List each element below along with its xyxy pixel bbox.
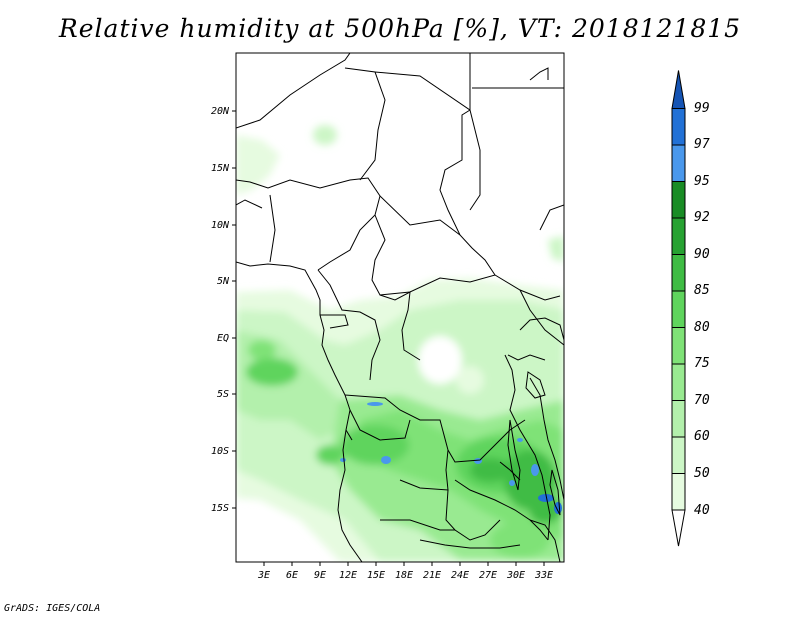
colorbar: 40 50 60 70 75 80 85 90 92 95 97 99 — [671, 70, 710, 547]
colorbar-label-95: 95 — [694, 174, 710, 189]
lon-label-24e: 24E — [451, 570, 469, 581]
colorbar-cell — [671, 327, 686, 365]
colorbar-cell — [671, 400, 686, 438]
lon-label-15e: 15E — [367, 570, 385, 581]
colorbar-cell — [671, 108, 686, 146]
grads-credit: GrADS: IGES/COLA — [4, 603, 101, 614]
lat-label-10s: 10S — [211, 446, 229, 457]
lon-label-30e: 30E — [506, 570, 525, 581]
lon-label-33e: 33E — [534, 570, 553, 581]
axis-ticks — [232, 110, 545, 566]
colorbar-cell — [671, 509, 686, 547]
lat-label-10n: 10N — [211, 220, 230, 231]
country-borders — [236, 53, 564, 562]
colorbar-cells — [671, 70, 686, 547]
humidity-field — [236, 53, 564, 562]
lon-label-12e: 12E — [339, 570, 357, 581]
lon-label-9e: 9E — [314, 570, 326, 581]
lat-label-eq: EQ — [217, 333, 229, 344]
lat-label-5s: 5S — [217, 389, 229, 400]
colorbar-label-50: 50 — [694, 466, 710, 481]
plot-frame — [235, 52, 565, 563]
lat-label-15n: 15N — [211, 163, 230, 174]
colorbar-label-97: 97 — [694, 137, 710, 152]
colorbar-label-80: 80 — [694, 320, 710, 335]
colorbar-label-75: 75 — [694, 356, 710, 371]
colorbar-cell — [671, 363, 686, 401]
lon-label-18e: 18E — [395, 570, 413, 581]
lat-label-5n: 5N — [217, 276, 230, 287]
lon-label-6e: 6E — [286, 570, 298, 581]
colorbar-cell — [671, 217, 686, 255]
latitude-labels: 20N 15N 10N 5N EQ 5S 10S 15S — [211, 106, 230, 514]
longitude-labels: 3E 6E 9E 12E 15E 18E 21E 24E 27E 30E 33E — [257, 570, 553, 581]
colorbar-cell — [671, 144, 686, 182]
colorbar-label-60: 60 — [694, 429, 710, 444]
lon-label-21e: 21E — [423, 570, 441, 581]
lon-label-27e: 27E — [479, 570, 497, 581]
lat-label-15s: 15S — [211, 503, 229, 514]
colorbar-label-92: 92 — [694, 210, 710, 225]
colorbar-cell — [671, 473, 686, 511]
colorbar-labels: 40 50 60 70 75 80 85 90 92 95 97 99 — [694, 101, 710, 518]
colorbar-cell — [671, 254, 686, 292]
colorbar-cell — [671, 436, 686, 474]
colorbar-cell — [671, 70, 686, 109]
colorbar-cell — [671, 290, 686, 328]
colorbar-cell — [671, 181, 686, 219]
colorbar-label-90: 90 — [694, 247, 710, 262]
map-title: Relative humidity at 500hPa [%], VT: 201… — [58, 14, 742, 43]
colorbar-label-99: 99 — [694, 101, 710, 116]
colorbar-label-40: 40 — [694, 503, 710, 518]
colorbar-label-85: 85 — [694, 283, 710, 298]
colorbar-label-70: 70 — [694, 393, 710, 408]
lat-label-20n: 20N — [211, 106, 230, 117]
lon-label-3e: 3E — [257, 570, 270, 581]
